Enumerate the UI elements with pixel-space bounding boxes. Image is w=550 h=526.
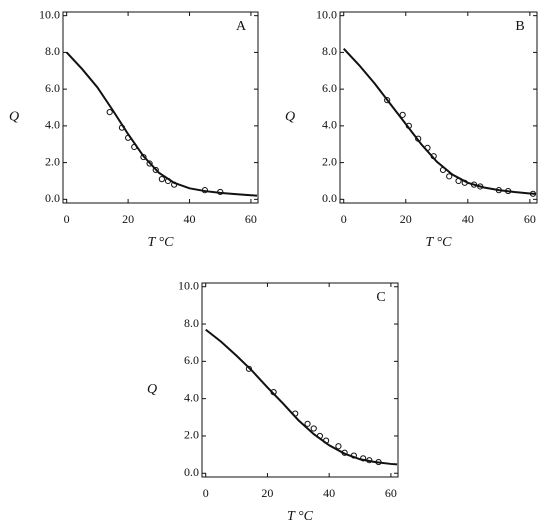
x-tick-label: 20 [261,486,273,500]
y-tick-label: 8.0 [45,44,60,58]
x-tick-label: 60 [385,486,397,500]
y-axis-label: Q [9,110,19,125]
x-tick-label: 0 [203,486,209,500]
y-tick-label: 4.0 [322,118,337,132]
x-axis-label: T °C [426,235,453,250]
y-tick-label: 4.0 [45,118,60,132]
y-tick-label: 6.0 [184,353,199,367]
y-axis-label: Q [147,382,157,397]
panel-label: A [236,19,247,34]
plot-frame [201,282,399,478]
y-tick-label: 10.0 [178,278,199,292]
fit-line [205,328,398,466]
data-point [446,173,453,180]
plot-frame [339,11,538,204]
data-point [399,111,406,118]
panel-label: B [515,19,524,34]
x-axis-label: T °C [287,509,314,524]
data-point [304,420,311,427]
x-tick-label: 40 [462,212,474,226]
x-tick-label: 0 [64,212,70,226]
x-tick-label: 0 [341,212,347,226]
y-tick-label: 0.0 [45,191,60,205]
y-tick-label: 8.0 [322,44,337,58]
y-tick-label: 2.0 [322,154,337,168]
x-tick-label: 60 [524,212,536,226]
y-tick-label: 10.0 [316,7,337,21]
y-tick-label: 2.0 [45,154,60,168]
fit-line [342,48,537,195]
data-point [158,176,165,183]
x-tick-label: 60 [245,212,257,226]
data-point [310,425,317,432]
y-tick-label: 8.0 [184,316,199,330]
data-point [106,108,113,116]
x-axis-label: T °C [148,235,175,250]
x-tick-label: 40 [323,486,335,500]
y-axis-label: Q [285,110,295,125]
y-tick-label: 4.0 [184,390,199,404]
fit-line [65,51,258,197]
y-tick-label: 0.0 [322,191,337,205]
y-tick-label: 0.0 [184,465,199,479]
x-tick-label: 40 [184,212,196,226]
y-tick-label: 6.0 [322,81,337,95]
y-tick-label: 2.0 [184,428,199,442]
y-tick-label: 10.0 [39,7,60,21]
panel-label: C [376,290,385,305]
y-tick-label: 6.0 [45,81,60,95]
x-tick-label: 20 [400,212,412,226]
data-point [335,443,342,450]
plot-frame [62,11,259,204]
x-tick-label: 20 [122,212,134,226]
